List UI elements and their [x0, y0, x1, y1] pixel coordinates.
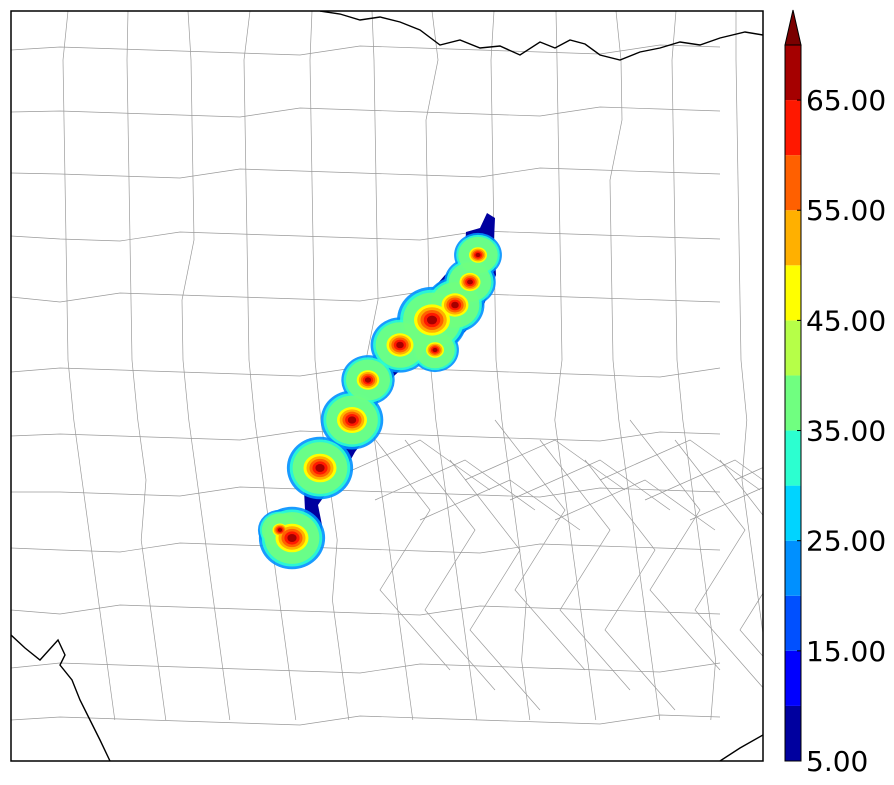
intensity-core [467, 279, 473, 285]
county-line [309, 11, 350, 721]
colorbar-segment [785, 375, 801, 431]
colorbar-tick-label: 65.00 [806, 84, 886, 117]
intensity-core [315, 463, 325, 473]
colorbar-segment [785, 210, 801, 266]
county-line [419, 479, 581, 531]
county-line [584, 459, 676, 711]
intensity-core [364, 377, 372, 383]
county-line [404, 439, 496, 691]
county-line [11, 662, 721, 674]
colorbar-segment [785, 265, 801, 321]
county-line [11, 486, 721, 498]
intensity-field [257, 213, 502, 570]
coastline [719, 734, 763, 761]
county-line [494, 419, 586, 671]
county-line [374, 459, 536, 511]
colorbar-segment [785, 45, 801, 101]
county-line [509, 459, 671, 511]
county-boundaries [11, 11, 763, 726]
county-line [11, 230, 721, 242]
rio-grande-border [11, 634, 111, 761]
colorbar-segment [785, 430, 801, 486]
colorbar-tick-label: 5.00 [806, 745, 868, 778]
county-line [11, 291, 721, 303]
colorbar-tick-label: 15.00 [806, 635, 886, 668]
colorbar-segment [785, 650, 801, 706]
intensity-core [287, 533, 297, 543]
colorbar-segment [785, 485, 801, 541]
county-line [359, 419, 451, 671]
intensity-core [432, 347, 438, 353]
county-line [674, 439, 763, 689]
county-line [464, 439, 626, 491]
county-line [11, 604, 721, 616]
county-line [490, 11, 531, 721]
county-line [609, 11, 661, 721]
county-line [599, 439, 761, 491]
county-line [11, 714, 721, 726]
intensity-core [277, 528, 283, 532]
intensity-core [426, 315, 438, 325]
colorbar-segment [785, 595, 801, 651]
colorbar-frame [784, 44, 802, 762]
colorbar-segment [785, 540, 801, 596]
county-line [689, 487, 763, 521]
colorbar [784, 9, 802, 762]
intensity-core [396, 341, 404, 349]
county-line [243, 11, 297, 721]
county-line [126, 11, 167, 721]
colorbar-tick-label: 45.00 [806, 304, 886, 337]
county-line [449, 459, 541, 711]
county-line [329, 439, 491, 491]
colorbar-segment [785, 100, 801, 156]
colorbar-segment [785, 705, 801, 761]
county-line [629, 419, 721, 671]
colorbar-tick-labels: 5.00 15.00 25.00 35.00 45.00 55.00 65.00 [797, 84, 886, 778]
county-line [11, 44, 721, 56]
county-line [11, 106, 721, 118]
county-line [62, 11, 116, 721]
county-line [11, 167, 721, 179]
colorbar-segment [785, 155, 801, 211]
map-frame [10, 10, 764, 762]
colorbar-tick-label: 55.00 [806, 194, 886, 227]
colorbar-tick-label: 35.00 [806, 415, 886, 448]
intensity-core [347, 416, 357, 424]
county-line [719, 459, 763, 657]
intensity-core [475, 252, 481, 258]
county-line [539, 439, 631, 691]
county-line [644, 459, 763, 501]
colorbar-segment [785, 320, 801, 376]
colorbar-tick-label: 25.00 [806, 525, 886, 558]
colorbar-extend-arrow [784, 9, 802, 46]
intensity-core [451, 301, 459, 309]
county-line [554, 11, 597, 721]
county-line [554, 479, 716, 531]
county-line [181, 11, 231, 721]
county-line [671, 11, 716, 721]
red-river-border [319, 11, 763, 61]
basemap [11, 11, 763, 761]
